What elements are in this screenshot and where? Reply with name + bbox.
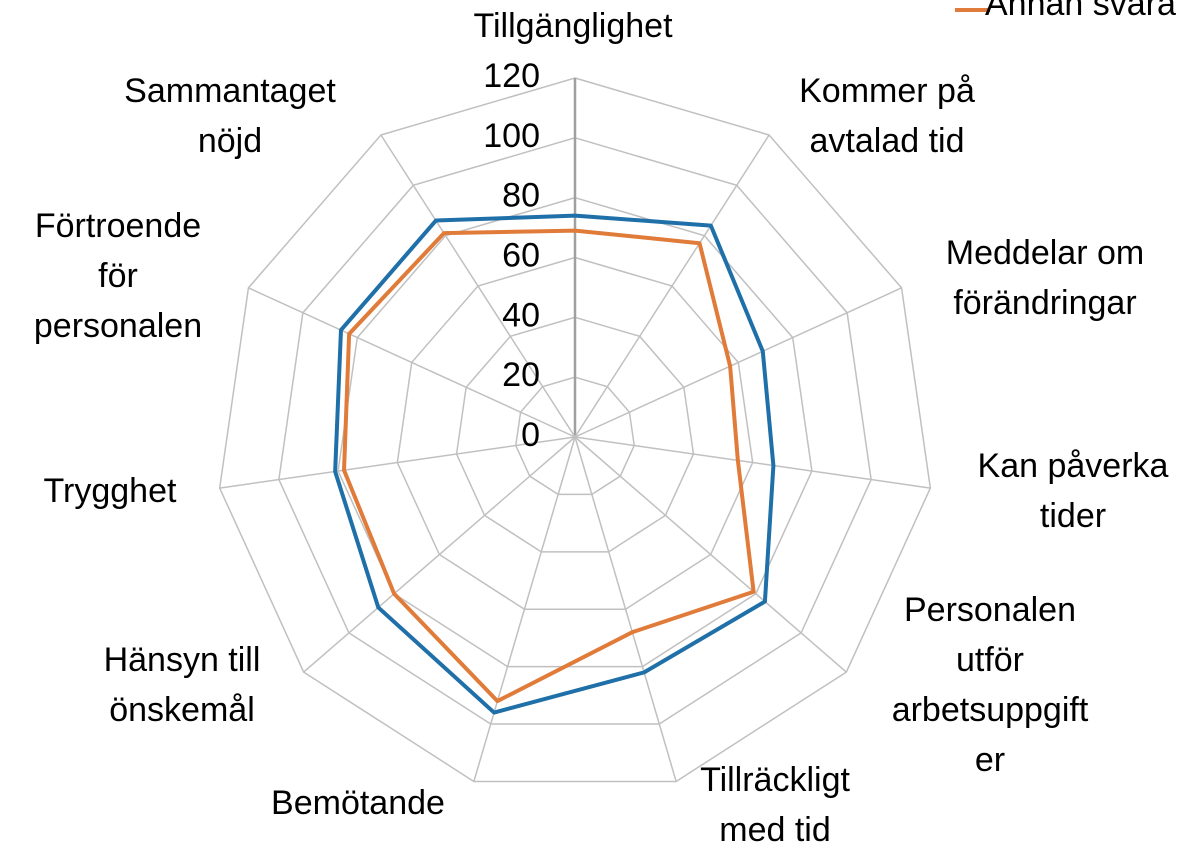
- category-label: önskemål: [109, 691, 255, 729]
- legend-label: Annan svara: [985, 0, 1176, 23]
- r-tick-label: 40: [502, 296, 540, 334]
- r-tick-label: 60: [502, 236, 540, 274]
- category-label: Förtroende: [35, 207, 201, 245]
- category-label: nöjd: [198, 122, 262, 160]
- category-label: Bemötande: [271, 784, 445, 822]
- category-label: för: [98, 257, 138, 295]
- category-label: förändringar: [953, 284, 1136, 322]
- r-tick-label: 20: [502, 356, 540, 394]
- category-label: avtalad tid: [810, 122, 965, 160]
- spoke: [303, 436, 576, 673]
- category-label: Trygghet: [44, 472, 177, 510]
- spoke: [574, 436, 931, 489]
- category-label: Hänsyn till: [104, 641, 261, 679]
- grid-ring: [278, 137, 872, 725]
- category-label: personalen: [34, 307, 202, 345]
- r-tick-label: 120: [483, 57, 540, 95]
- category-label: er: [975, 741, 1005, 779]
- category-label: tider: [1040, 497, 1106, 535]
- r-tick-label: 80: [502, 177, 540, 215]
- category-label: Tillgänglighet: [473, 7, 673, 45]
- category-label: Kommer på: [799, 72, 975, 110]
- category-label: Meddelar om: [946, 234, 1144, 272]
- category-label: Personalen: [904, 591, 1076, 629]
- category-label: arbetsuppgift: [892, 691, 1089, 729]
- grid-ring: [455, 316, 695, 553]
- category-label: utför: [956, 641, 1024, 679]
- spoke: [380, 134, 576, 438]
- category-label: Kan påverka: [978, 447, 1169, 485]
- series-line: [333, 213, 776, 715]
- spoke: [248, 287, 576, 438]
- r-tick-label: 100: [483, 117, 540, 155]
- spoke: [473, 436, 576, 782]
- spoke: [574, 287, 902, 438]
- spoke: [574, 436, 677, 782]
- category-label: Sammantaget: [124, 72, 336, 110]
- grid-ring: [337, 196, 813, 668]
- spoke: [219, 436, 576, 489]
- spoke: [574, 134, 770, 438]
- spoke: [574, 436, 847, 673]
- grid-ring: [218, 77, 932, 783]
- category-label: Tillräckligt: [700, 761, 850, 799]
- category-label: med tid: [719, 811, 831, 849]
- series-line: [342, 228, 756, 704]
- r-tick-label: 0: [521, 416, 540, 454]
- grid-ring: [515, 376, 635, 496]
